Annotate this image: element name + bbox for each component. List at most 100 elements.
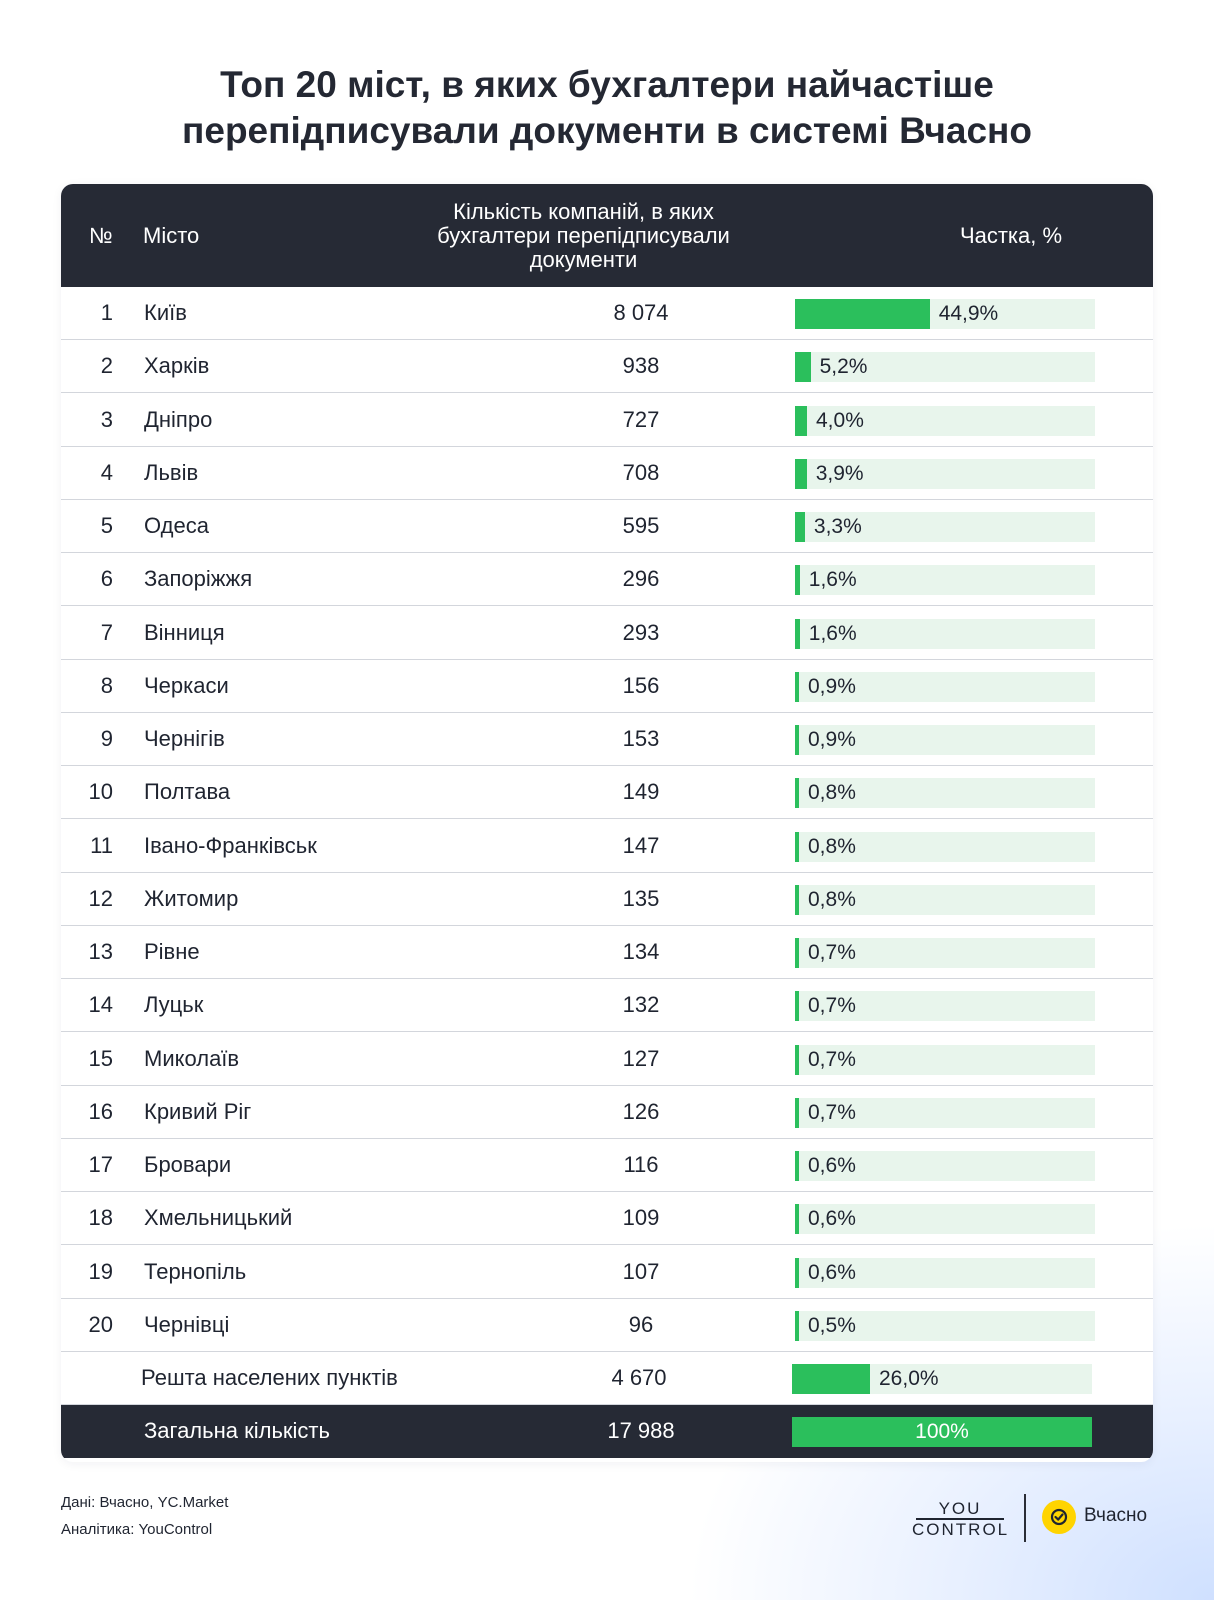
rank-cell: 5: [100, 513, 113, 538]
logo-divider: [1024, 1494, 1026, 1542]
share-label: 0,7%: [808, 1100, 856, 1124]
share-label: 0,6%: [808, 1260, 856, 1284]
count-cell: 147: [622, 832, 660, 858]
share-bar: [795, 1204, 799, 1235]
rank-cell: 4: [100, 459, 113, 485]
table-row: 17 Бровари 116 0,6%: [61, 1139, 1153, 1192]
count-cell: 135: [622, 885, 660, 911]
share-bar-track: 0,8%: [795, 778, 1095, 809]
table-row: 8 Черкаси 156 0,9%: [61, 660, 1153, 713]
share-label: 0,6%: [808, 1154, 856, 1177]
share-bar: [795, 565, 800, 596]
share-bar: [795, 1044, 799, 1075]
count-cell: 4 670: [611, 1365, 667, 1390]
share-label: 0,5%: [808, 1313, 856, 1337]
rank-cell: 1: [100, 300, 113, 325]
share-bar: [795, 671, 799, 702]
rank-cell: 10: [88, 779, 113, 805]
share-bar: [795, 1097, 799, 1128]
share-bar-track: 0,7%: [795, 938, 1095, 968]
vchasno-logo-text: Вчасно: [1084, 1505, 1148, 1526]
city-cell: Рівне: [144, 939, 200, 964]
share-bar: [795, 831, 799, 862]
rank-cell: 3: [100, 406, 113, 432]
share-bar: [795, 778, 799, 809]
rank-cell: 7: [100, 619, 113, 645]
table-row: 16 Кривий Ріг 126 0,7%: [61, 1086, 1153, 1139]
share-bar-track: 0,9%: [795, 725, 1095, 755]
share-label: 0,7%: [808, 994, 856, 1018]
share-label: 0,8%: [808, 887, 856, 911]
table-row: 3 Дніпро 727 4,0%: [61, 394, 1153, 447]
city-cell: Тернопіль: [144, 1258, 247, 1284]
share-bar: [795, 1257, 799, 1288]
share-label: 0,8%: [808, 781, 856, 805]
count-cell: 595: [622, 513, 660, 538]
source-note: Дані: Вчасно, YC.Market: [61, 1494, 229, 1511]
city-cell: Решта населених пунктів: [141, 1365, 398, 1390]
share-label: 4,0%: [816, 408, 864, 432]
share-bar: [795, 352, 811, 383]
share-bar-track: 0,5%: [795, 1310, 1095, 1341]
header-number: №: [89, 222, 113, 248]
share-bar: [795, 725, 799, 755]
share-label: 3,3%: [813, 515, 862, 538]
share-bar-track: 0,6%: [795, 1257, 1095, 1288]
count-cell: 727: [622, 406, 660, 432]
rank-cell: 20: [88, 1311, 113, 1337]
share-bar-track: 0,7%: [795, 1097, 1095, 1128]
count-cell: 293: [622, 619, 660, 645]
table-row: 1 Київ 8 074 44,9%: [61, 287, 1153, 340]
city-cell: Вінниця: [144, 619, 225, 645]
share-label: 0,6%: [808, 1207, 856, 1231]
rank-cell: 16: [88, 1098, 113, 1124]
count-cell: 153: [622, 726, 660, 751]
city-cell: Загальна кількість: [144, 1418, 330, 1444]
rank-cell: 17: [88, 1152, 113, 1177]
share-bar-track: 3,3%: [795, 512, 1095, 542]
title-line-1: Топ 20 міст, в яких бухгалтери найчастіш…: [220, 64, 994, 105]
city-cell: Харків: [144, 353, 210, 379]
share-bar-track: 5,2%: [795, 352, 1095, 383]
header-share: Частка, %: [821, 184, 1153, 287]
share-label: 0,7%: [808, 941, 856, 964]
table-row: 18 Хмельницький 109 0,6%: [61, 1192, 1153, 1246]
city-cell: Миколаїв: [144, 1045, 240, 1071]
share-bar-track: 0,7%: [795, 1044, 1095, 1075]
rank-cell: 15: [88, 1045, 113, 1071]
youcontrol-logo: YOU CONTROL: [912, 1499, 1008, 1539]
share-bar: [795, 884, 799, 915]
count-cell: 156: [622, 672, 660, 698]
rest-row: Решта населених пунктів 4 670 26,0%: [61, 1352, 1153, 1405]
rank-cell: 13: [88, 939, 113, 964]
share-label: 0,8%: [808, 834, 856, 858]
rank-cell: 2: [100, 353, 113, 379]
share-label: 44,9%: [938, 302, 999, 325]
city-cell: Івано-Франківськ: [144, 832, 317, 858]
count-cell: 107: [622, 1258, 660, 1284]
youcontrol-logo-line1: YOU: [938, 1499, 982, 1518]
table-row: 9 Чернігів 153 0,9%: [61, 713, 1153, 766]
table-header: № Місто Кількість компаній, в яких бухга…: [61, 184, 1153, 287]
share-bar-track: 4,0%: [795, 405, 1095, 436]
share-label: 5,2%: [819, 355, 868, 379]
rank-cell: 12: [88, 885, 113, 911]
count-cell: 116: [623, 1152, 659, 1177]
city-cell: Дніпро: [144, 406, 213, 432]
table-row: 6 Запоріжжя 296 1,6%: [61, 553, 1153, 607]
city-cell: Чернігів: [144, 726, 225, 751]
count-cell: 96: [628, 1311, 654, 1337]
share-bar-track: 0,6%: [795, 1151, 1095, 1181]
share-bar-track: 100%: [792, 1417, 1092, 1448]
share-bar-track: 3,9%: [795, 458, 1095, 489]
count-cell: 296: [622, 566, 660, 592]
share-bar: [795, 938, 799, 968]
count-cell: 8 074: [613, 300, 669, 325]
count-cell: 109: [622, 1205, 660, 1231]
table-row: 13 Рівне 134 0,7%: [61, 926, 1153, 979]
share-bar-track: 0,9%: [795, 671, 1095, 702]
table-row: 5 Одеса 595 3,3%: [61, 500, 1153, 553]
city-cell: Чернівці: [144, 1311, 230, 1337]
youcontrol-logo-line2: CONTROL: [912, 1520, 1010, 1539]
city-cell: Хмельницький: [144, 1205, 293, 1231]
